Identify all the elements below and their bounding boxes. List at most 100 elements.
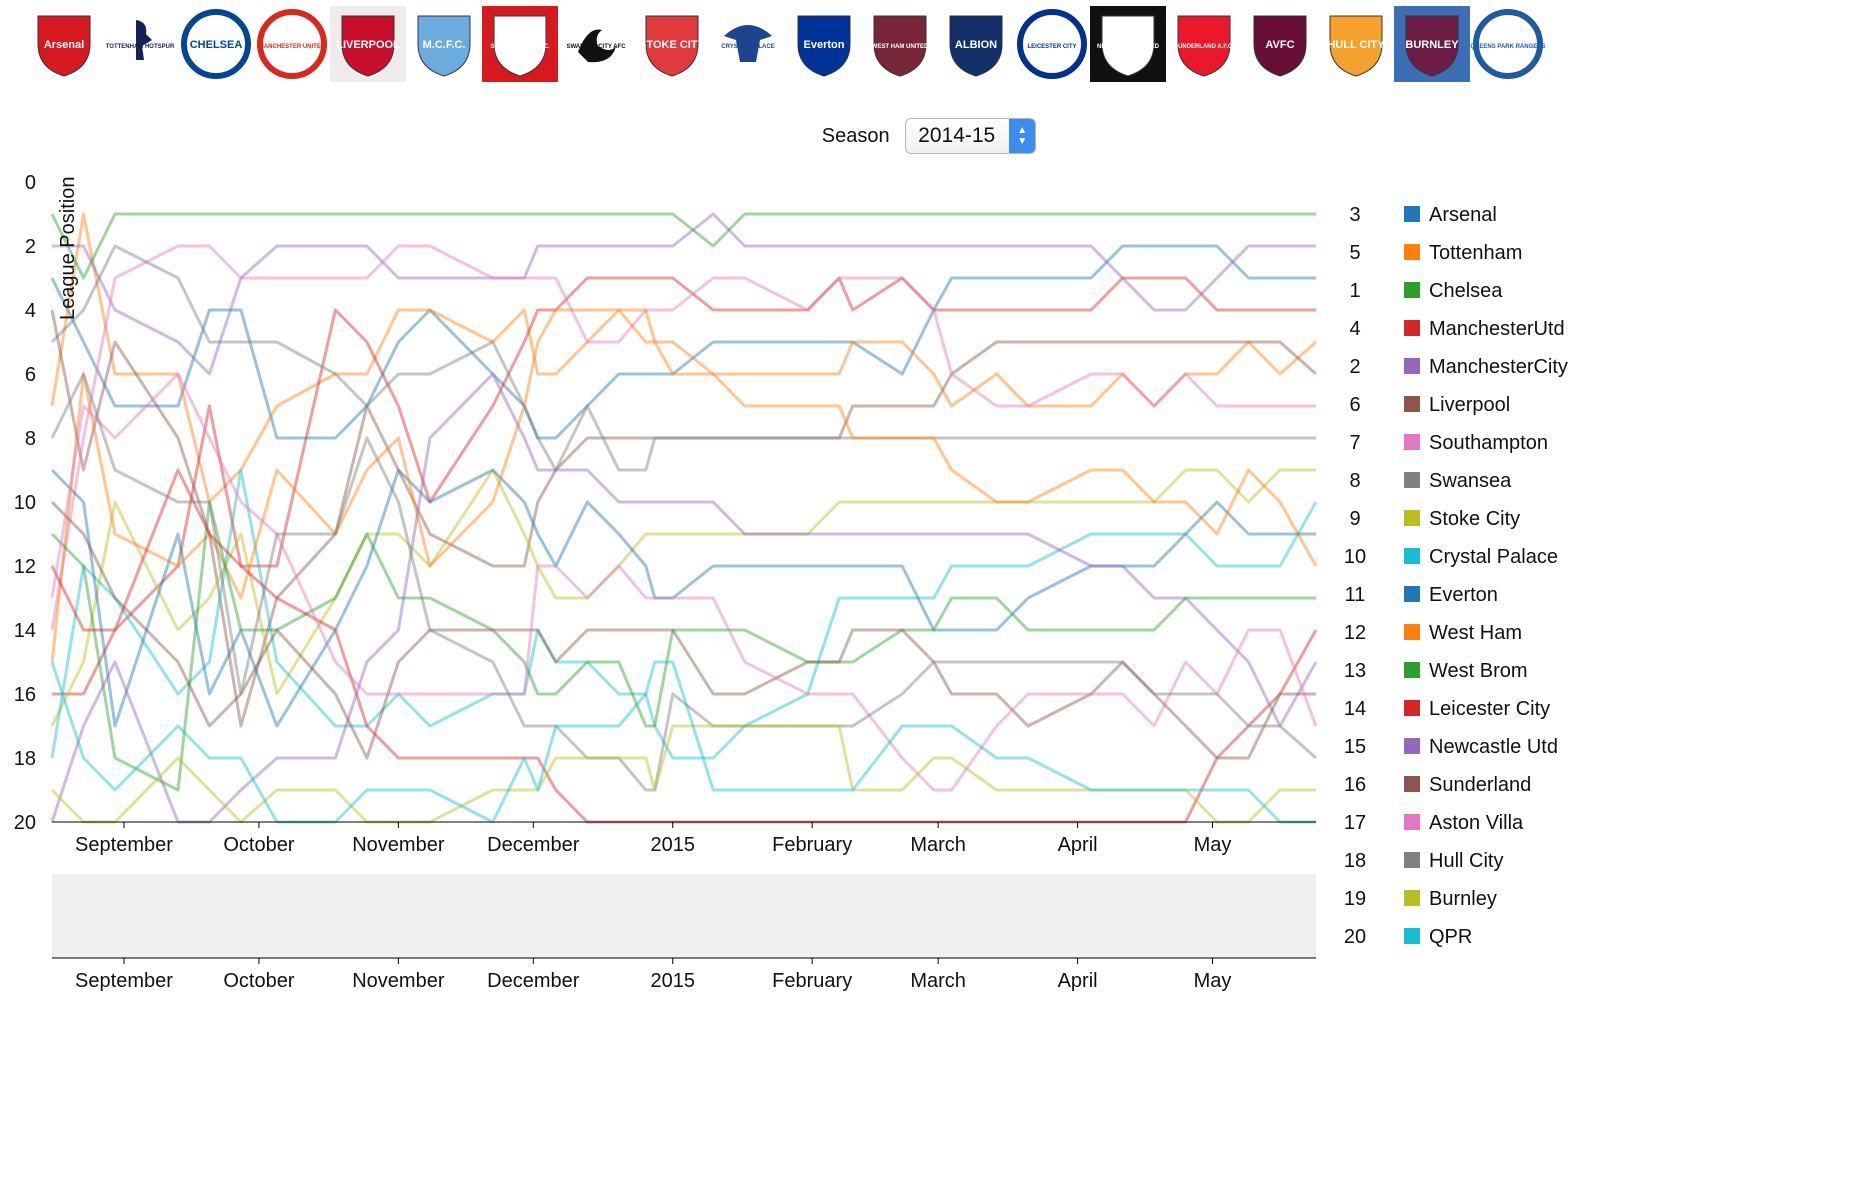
crest-shape xyxy=(181,9,251,79)
legend-swatch xyxy=(1404,586,1420,602)
crest-qpr-icon[interactable]: QUEENS PARK RANGERS xyxy=(1470,6,1560,98)
crest-west-brom-icon[interactable]: ALBION xyxy=(938,6,1028,98)
crest-everton-icon[interactable]: Everton xyxy=(786,6,876,98)
series-line-crystal-palace[interactable] xyxy=(50,468,1318,760)
crest-text: CRYSTAL PALACE xyxy=(721,44,774,50)
legend-label: Stoke City xyxy=(1429,508,1520,530)
series-line-manchesterutd[interactable] xyxy=(52,276,1316,696)
legend-item[interactable]: 9 Stoke City xyxy=(1349,508,1520,530)
legend-item[interactable]: 4 ManchesterUtd xyxy=(1349,318,1564,340)
series-line-burnley[interactable] xyxy=(50,724,1316,824)
series-line-arsenal[interactable] xyxy=(50,244,1316,440)
y-axis-label: League Position xyxy=(57,177,79,320)
legend-label: Sunderland xyxy=(1429,774,1531,796)
crest-west-ham-icon[interactable]: WEST HAM UNITED xyxy=(862,6,952,98)
crest-shape xyxy=(873,15,927,77)
series-line-sunderland[interactable] xyxy=(50,500,1316,760)
crest-crystal-palace-icon[interactable]: CRYSTAL PALACE xyxy=(710,6,800,98)
legend-item[interactable]: 10 Crystal Palace xyxy=(1344,546,1558,568)
crest-liverpool-icon[interactable]: LIVERPOOL xyxy=(330,6,420,98)
legend-item[interactable]: 20 QPR xyxy=(1344,926,1472,948)
y-tick-label: 10 xyxy=(14,492,36,514)
legend-item[interactable]: 17 Aston Villa xyxy=(1344,812,1524,834)
series-line-everton[interactable] xyxy=(50,468,1316,728)
x-tick-label: November xyxy=(352,834,445,856)
legend-final-position: 14 xyxy=(1344,698,1366,720)
legend-item[interactable]: 11 Everton xyxy=(1345,584,1498,606)
series-line-west-ham[interactable] xyxy=(50,308,1318,663)
series-line-swansea[interactable] xyxy=(50,244,1316,472)
season-select[interactable]: 2014-15 ▲ ▼ xyxy=(905,118,1037,154)
crest-shape xyxy=(724,25,772,62)
legend-item[interactable]: 14 Leicester City xyxy=(1344,698,1550,720)
x-tick-label: December xyxy=(487,834,580,856)
series-line-west-brom[interactable] xyxy=(50,500,1316,792)
legend-item[interactable]: 8 Swansea xyxy=(1349,470,1512,492)
crest-shape xyxy=(1017,9,1087,79)
brush-tick-label: September xyxy=(75,970,173,992)
legend-label: West Ham xyxy=(1429,622,1522,644)
legend-item[interactable]: 1 Chelsea xyxy=(1349,280,1503,302)
series-line-manchestercity[interactable] xyxy=(52,212,1316,376)
crest-leicester-city-icon[interactable]: LEICESTER CITY xyxy=(1014,6,1104,98)
legend-item[interactable]: 16 Sunderland xyxy=(1344,774,1531,796)
crest-text: LIVERPOOL xyxy=(336,39,400,51)
x-tick-label: April xyxy=(1058,834,1098,856)
series-line-hull-city[interactable] xyxy=(50,372,1317,792)
crest-text: LEICESTER CITY xyxy=(1027,44,1076,50)
crest-manchester-city-icon[interactable]: M.C.F.C. xyxy=(406,6,496,98)
series-line-tottenham[interactable] xyxy=(50,212,1317,504)
crest-text: AVFC xyxy=(1265,39,1294,51)
legend-item[interactable]: 12 West Ham xyxy=(1344,622,1522,644)
crest-hull-city-icon[interactable]: HULL CITY xyxy=(1318,6,1408,98)
legend-item[interactable]: 13 West Brom xyxy=(1344,660,1528,682)
crest-southampton-icon[interactable]: SOUTHAMPTON F.C. xyxy=(482,6,572,98)
series-line-stoke-city[interactable] xyxy=(50,468,1316,727)
legend-item[interactable]: 2 ManchesterCity xyxy=(1349,356,1568,378)
crest-tottenham-icon[interactable]: TOTTENHAM HOTSPUR xyxy=(102,6,192,98)
crest-burnley-icon[interactable]: BURNLEY xyxy=(1394,6,1484,98)
crest-aston-villa-icon[interactable]: AVFC xyxy=(1242,6,1332,98)
brush-area[interactable] xyxy=(52,874,1316,958)
series-line-southampton[interactable] xyxy=(50,244,1316,631)
brush-x-axis: September October November December 2015 Febr… xyxy=(52,957,1316,992)
crest-text: SOUTHAMPTON F.C. xyxy=(490,44,550,50)
crest-manchester-united-icon[interactable]: MANCHESTER UNITED xyxy=(254,6,344,98)
legend-label: Newcastle Utd xyxy=(1429,736,1558,758)
legend-final-position: 2 xyxy=(1349,356,1360,378)
crest-arsenal-icon[interactable]: Arsenal xyxy=(26,6,116,98)
legend-item[interactable]: 6 Liverpool xyxy=(1349,394,1510,416)
legend-final-position: 12 xyxy=(1344,622,1366,644)
legend-item[interactable]: 15 Newcastle Utd xyxy=(1344,736,1558,758)
crest-text: BURNLEY xyxy=(1405,39,1459,51)
crest-sunderland-icon[interactable]: SUNDERLAND A.F.C. xyxy=(1166,6,1256,98)
series-line-aston-villa[interactable] xyxy=(50,372,1318,792)
series-line-chelsea[interactable] xyxy=(50,212,1316,280)
crest-shape xyxy=(493,15,547,77)
legend-item[interactable]: 19 Burnley xyxy=(1344,888,1497,910)
season-stepper-icon[interactable]: ▲ ▼ xyxy=(1009,119,1036,153)
legend-item[interactable]: 3 Arsenal xyxy=(1349,204,1496,226)
legend-item[interactable]: 18 Hull City xyxy=(1344,850,1504,872)
series-line-liverpool[interactable] xyxy=(50,309,1317,728)
crest-text: SWANSEA CITY AFC xyxy=(566,44,626,50)
legend-item[interactable]: 7 Southampton xyxy=(1349,432,1548,454)
crest-text: TOTTENHAM HOTSPUR xyxy=(106,44,175,50)
legend-item[interactable]: 5 Tottenham xyxy=(1349,242,1522,264)
y-tick-label: 20 xyxy=(14,812,36,834)
legend-swatch xyxy=(1404,548,1420,564)
crest-newcastle-utd-icon[interactable]: NEWCASTLE UNITED xyxy=(1090,6,1180,98)
brush-tick-label: December xyxy=(487,970,580,992)
legend: 3 Arsenal 5 Tottenham 1 Chelsea 4 ManchesterUtd… xyxy=(1344,204,1568,948)
legend-swatch xyxy=(1404,662,1420,678)
crest-shape xyxy=(1101,15,1155,77)
crest-swansea-icon[interactable]: SWANSEA CITY AFC xyxy=(558,6,648,98)
legend-final-position: 18 xyxy=(1344,850,1366,872)
crest-chelsea-icon[interactable]: CHELSEA xyxy=(178,6,268,98)
legend-label: ManchesterUtd xyxy=(1429,318,1565,340)
y-tick-label: 4 xyxy=(25,300,36,322)
y-tick-label: 16 xyxy=(14,684,36,706)
crest-text: QUEENS PARK RANGERS xyxy=(1470,44,1545,50)
crest-stoke-city-icon[interactable]: STOKE CITY xyxy=(634,6,724,98)
series-line-newcastle-utd[interactable] xyxy=(50,372,1318,824)
